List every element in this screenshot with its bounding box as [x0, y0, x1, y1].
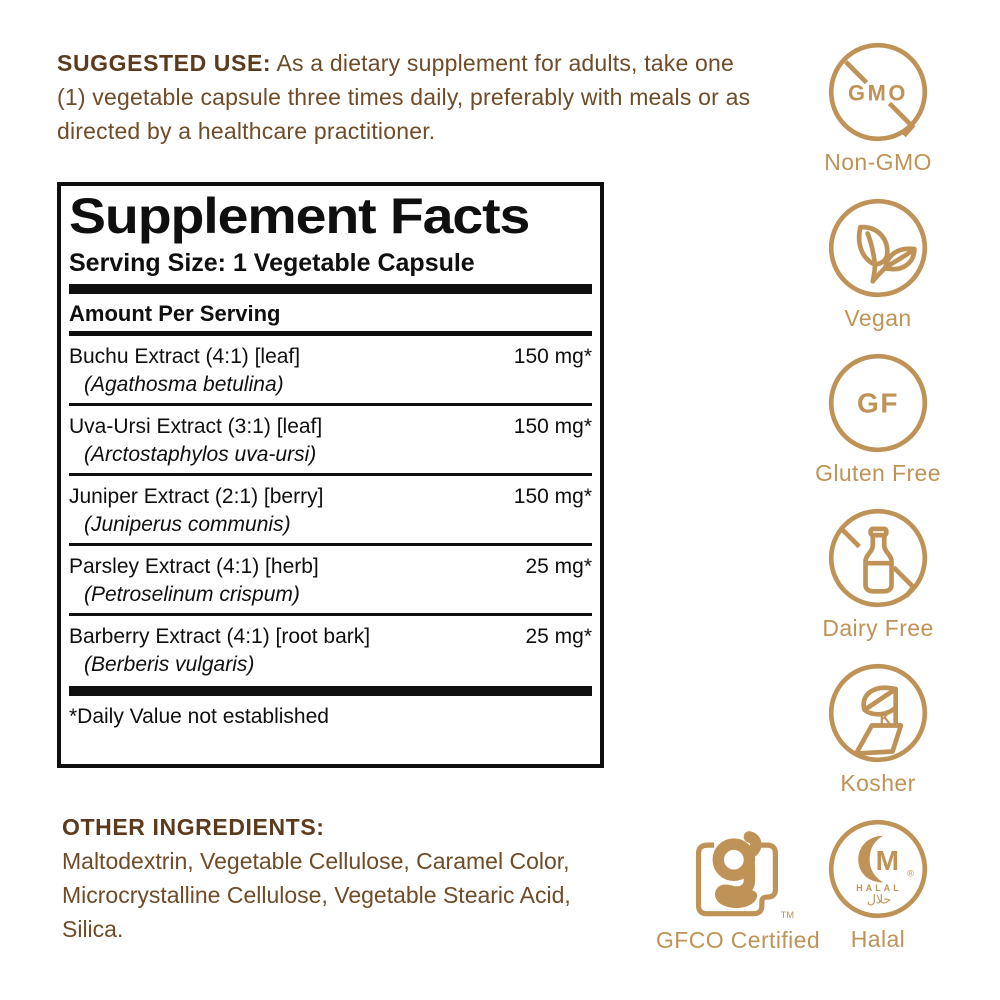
ingredient-name: Parsley Extract (4:1) [herb] [69, 555, 319, 578]
ingredient-latin-name: (Juniperus communis) [84, 513, 291, 536]
suggested-use-heading: SUGGESTED USE: [57, 50, 272, 76]
badge-dairy-free: Dairy Free [814, 506, 942, 642]
badge-halal: M ® HALAL حلال Halal [814, 817, 942, 953]
leaves-icon [828, 198, 928, 298]
halal-crescent-icon: M ® HALAL حلال [828, 819, 928, 919]
badge-label-dairy-free: Dairy Free [822, 615, 934, 641]
kosher-icon-text: K [880, 710, 892, 727]
badge-label-halal: Halal [850, 926, 906, 952]
other-ingredients-body: Maltodextrin, Vegetable Cellulose, Caram… [62, 848, 571, 942]
badge-label-kosher: Kosher [840, 770, 916, 796]
gfco-logo-icon: TM [695, 831, 794, 920]
ingredient-name: Buchu Extract (4:1) [leaf] [69, 345, 301, 368]
badge-gfco-certified: TM GFCO Certified [648, 814, 828, 954]
registered-mark: ® [907, 868, 914, 878]
ingredient-latin-name: (Agathosma betulina) [84, 373, 284, 396]
badge-label-non-gmo: Non-GMO [824, 149, 932, 175]
badge-label-gfco: GFCO Certified [655, 927, 821, 953]
gf-icon-text: GF [857, 387, 899, 418]
other-ingredients-heading: OTHER INGREDIENTS: [62, 814, 325, 840]
table-row: Buchu Extract (4:1) [leaf] 150 mg* (Agat… [69, 336, 592, 406]
ingredient-amount: 150 mg* [513, 485, 592, 508]
divider-thick [69, 686, 592, 696]
ingredient-amount: 150 mg* [513, 415, 592, 438]
milk-bottle-crossed-icon [828, 508, 928, 608]
trademark-mark: TM [781, 910, 794, 920]
badge-non-gmo: GMO Non-GMO [814, 40, 942, 176]
table-row: Juniper Extract (2:1) [berry] 150 mg* (J… [69, 476, 592, 546]
suggested-use-paragraph: SUGGESTED USE: As a dietary supplement f… [57, 46, 757, 148]
halal-icon-word: HALAL [856, 883, 902, 893]
gf-circle-icon: GF [828, 353, 928, 453]
ingredient-name: Uva-Ursi Extract (3:1) [leaf] [69, 415, 323, 438]
ingredient-latin-name: (Petroselinum crispum) [84, 583, 300, 606]
gmo-icon-text: GMO [848, 80, 908, 105]
daily-value-footnote: *Daily Value not established [69, 705, 329, 728]
halal-icon-m: M [876, 845, 899, 876]
divider-thick [69, 284, 592, 294]
ingredient-amount: 150 mg* [513, 345, 592, 368]
serving-size: Serving Size: 1 Vegetable Capsule [69, 249, 475, 277]
ingredient-amount: 25 mg* [525, 625, 592, 648]
kosher-k-icon: K [828, 663, 928, 763]
suggested-use-body: As a dietary supplement for adults, take… [57, 50, 751, 144]
amount-per-serving-header: Amount Per Serving [69, 301, 281, 326]
badge-label-gluten-free: Gluten Free [815, 460, 941, 486]
halal-icon-arabic: حلال [867, 892, 891, 906]
table-row: Barberry Extract (4:1) [root bark] 25 mg… [69, 616, 592, 683]
ingredient-name: Barberry Extract (4:1) [root bark] [69, 625, 371, 648]
badge-gluten-free: GF Gluten Free [814, 351, 942, 487]
table-row: Uva-Ursi Extract (3:1) [leaf] 150 mg* (A… [69, 406, 592, 476]
other-ingredients-paragraph: OTHER INGREDIENTS: Maltodextrin, Vegetabl… [62, 810, 582, 946]
supplement-facts-panel: Supplement Facts Serving Size: 1 Vegetab… [57, 182, 604, 768]
ingredient-latin-name: (Arctostaphylos uva-ursi) [84, 443, 317, 466]
supplement-facts-title: Supplement Facts [69, 188, 530, 244]
ingredient-amount: 25 mg* [525, 555, 592, 578]
ingredient-latin-name: (Berberis vulgaris) [84, 653, 255, 676]
badge-label-vegan: Vegan [844, 305, 912, 331]
gmo-crossed-icon: GMO [828, 42, 928, 142]
ingredient-name: Juniper Extract (2:1) [berry] [69, 485, 324, 508]
table-row: Parsley Extract (4:1) [herb] 25 mg* (Pet… [69, 546, 592, 616]
badge-kosher: K Kosher [814, 661, 942, 797]
badge-vegan: Vegan [814, 196, 942, 332]
divider-medium [69, 331, 592, 336]
